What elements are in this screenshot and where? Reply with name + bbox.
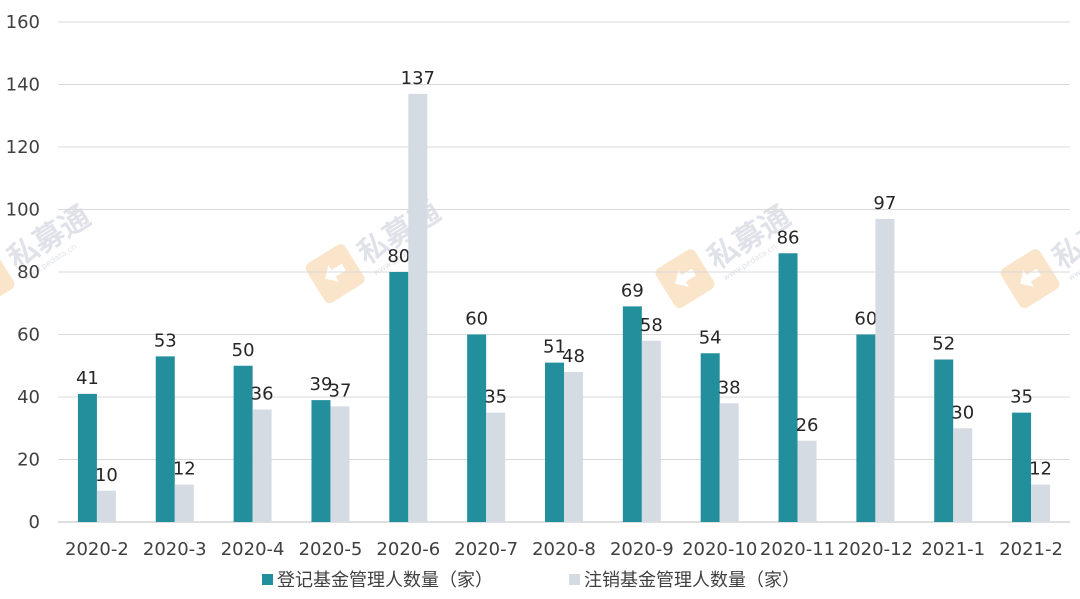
data-label: 50 xyxy=(232,340,255,361)
legend-swatch-1 xyxy=(262,574,273,585)
legend-label-2: 注销基金管理人数量（家） xyxy=(584,570,800,591)
bar-series-2 xyxy=(330,406,350,522)
watermark-arrow-icon xyxy=(1020,268,1041,287)
data-label: 52 xyxy=(932,334,955,355)
x-tick-label: 2021-2 xyxy=(999,539,1063,560)
data-label: 86 xyxy=(777,227,800,248)
bar-series-2 xyxy=(96,490,116,522)
bar-series-1 xyxy=(778,253,798,522)
y-tick-label: 20 xyxy=(17,450,40,471)
y-tick-label: 80 xyxy=(17,262,40,283)
bar-series-1 xyxy=(77,393,97,522)
data-label: 58 xyxy=(640,315,663,336)
data-label: 97 xyxy=(873,193,896,214)
bar-series-1 xyxy=(700,353,720,522)
data-label: 10 xyxy=(95,465,118,486)
watermark-arrow-icon xyxy=(675,268,696,287)
data-label: 38 xyxy=(718,377,741,398)
bar-series-1 xyxy=(856,334,876,522)
bar-series-2 xyxy=(1031,484,1051,522)
data-label: 60 xyxy=(854,309,877,330)
data-label: 26 xyxy=(796,415,819,436)
x-tick-label: 2021-1 xyxy=(921,539,985,560)
data-label: 12 xyxy=(173,459,196,480)
x-tick-label: 2020-2 xyxy=(65,539,129,560)
data-label: 12 xyxy=(1029,459,1052,480)
bar-series-2 xyxy=(797,440,817,522)
bar-series-2 xyxy=(875,218,895,522)
data-label: 48 xyxy=(562,346,585,367)
bar-series-1 xyxy=(467,334,487,522)
data-label: 39 xyxy=(310,374,333,395)
x-tick-label: 2020-4 xyxy=(221,539,285,560)
y-tick-label: 160 xyxy=(6,12,40,33)
bar-series-2 xyxy=(564,372,583,522)
y-tick-label: 60 xyxy=(17,325,40,346)
bar-series-2 xyxy=(408,93,428,522)
x-tick-label: 2020-3 xyxy=(143,539,207,560)
watermark-text: 私募通 xyxy=(1047,199,1080,276)
bar-series-1 xyxy=(1012,412,1032,522)
x-tick-label: 2020-12 xyxy=(838,539,913,560)
bar-series-2 xyxy=(252,409,272,522)
x-tick-label: 2020-9 xyxy=(610,539,674,560)
y-tick-label: 100 xyxy=(6,200,40,221)
bar-series-2 xyxy=(953,428,973,522)
data-label: 54 xyxy=(699,327,722,348)
x-tick-label: 2020-7 xyxy=(454,539,518,560)
x-tick-label: 2020-8 xyxy=(532,539,596,560)
legend-label-1: 登记基金管理人数量（家） xyxy=(277,570,493,591)
bar-series-1 xyxy=(389,272,409,522)
bar-series-1 xyxy=(545,362,564,522)
data-label: 35 xyxy=(1010,387,1033,408)
bar-series-2 xyxy=(641,340,661,522)
x-tick-label: 2020-5 xyxy=(299,539,363,560)
bar-series-1 xyxy=(622,306,642,522)
bar-series-1 xyxy=(311,400,331,522)
data-label: 41 xyxy=(76,368,99,389)
data-label: 69 xyxy=(621,280,644,301)
x-tick-label: 2020-6 xyxy=(376,539,440,560)
data-label: 80 xyxy=(387,246,410,267)
y-tick-label: 140 xyxy=(6,75,40,96)
y-tick-label: 0 xyxy=(29,512,40,533)
data-label: 51 xyxy=(543,337,566,358)
data-label: 35 xyxy=(484,387,507,408)
data-label: 37 xyxy=(329,380,352,401)
bar-series-1 xyxy=(233,365,253,522)
data-label: 53 xyxy=(154,330,177,351)
y-tick-label: 120 xyxy=(6,137,40,158)
bar-series-1 xyxy=(155,356,175,522)
legend: 登记基金管理人数量（家） 注销基金管理人数量（家） xyxy=(262,570,800,591)
data-label: 30 xyxy=(951,402,974,423)
legend-swatch-2 xyxy=(569,574,580,585)
data-label: 36 xyxy=(251,384,274,405)
bar-series-2 xyxy=(719,403,739,522)
bar-series-2 xyxy=(174,484,194,522)
x-tick-label: 2020-11 xyxy=(760,539,835,560)
y-tick-label: 40 xyxy=(17,387,40,408)
y-axis: 0 20 40 60 80 100 120 140 160 xyxy=(6,12,40,533)
data-label: 137 xyxy=(401,68,435,89)
data-label: 60 xyxy=(465,309,488,330)
bar-series-2 xyxy=(486,412,506,522)
watermark-arrow-icon xyxy=(325,263,346,282)
x-axis: 2020-2 2020-3 2020-4 2020-5 2020-6 2020-7 2020… xyxy=(65,539,1063,560)
bar-series-1 xyxy=(934,359,954,522)
x-tick-label: 2020-10 xyxy=(682,539,757,560)
